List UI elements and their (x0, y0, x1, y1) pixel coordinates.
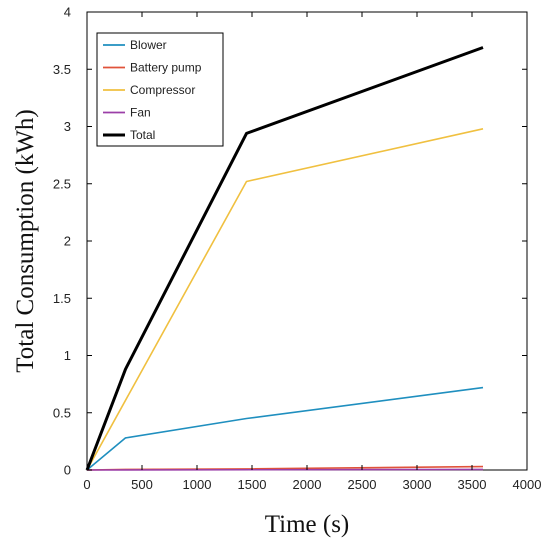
x-tick-label: 0 (83, 477, 90, 492)
y-tick-label: 1 (64, 348, 71, 363)
y-tick-label: 1.5 (53, 291, 71, 306)
series-line-fan (86, 468, 484, 471)
legend-label: Blower (130, 38, 167, 52)
series-line-total (85, 46, 484, 471)
legend-label: Compressor (130, 83, 195, 97)
x-axis-title: Time (s) (265, 511, 350, 538)
x-tick-label: 3500 (458, 477, 487, 492)
x-tick-label: 500 (131, 477, 153, 492)
x-tick-label: 2000 (293, 477, 322, 492)
x-tick-label: 4000 (513, 477, 542, 492)
legend-label: Fan (130, 106, 151, 120)
x-tick-label: 2500 (348, 477, 377, 492)
y-tick-label: 0 (64, 463, 71, 478)
y-tick-label: 3.5 (53, 62, 71, 77)
x-tick-label: 1000 (183, 477, 212, 492)
y-tick-label: 2 (64, 234, 71, 249)
series-line-compressor (86, 128, 484, 471)
y-tick-label: 4 (64, 5, 71, 20)
y-axis-title: Total Consumption (kWh) (12, 109, 39, 373)
series-layer (85, 46, 484, 471)
x-tick-label: 1500 (238, 477, 267, 492)
series-line-blower (86, 386, 484, 471)
legend-label: Total (130, 128, 155, 142)
legend-label: Battery pump (130, 61, 202, 75)
y-tick-label: 2.5 (53, 176, 71, 191)
x-tick-label: 3000 (403, 477, 432, 492)
y-tick-label: 0.5 (53, 405, 71, 420)
x-axis-ticks: 0 500 1000 1500 2000 2500 3000 3500 4000 (83, 12, 541, 492)
y-axis-ticks: 0 0.5 1 1.5 2 2.5 3 3.5 4 (53, 5, 527, 478)
y-tick-label: 3 (64, 119, 71, 134)
legend: Blower Battery pump Compressor Fan Total (96, 32, 224, 147)
